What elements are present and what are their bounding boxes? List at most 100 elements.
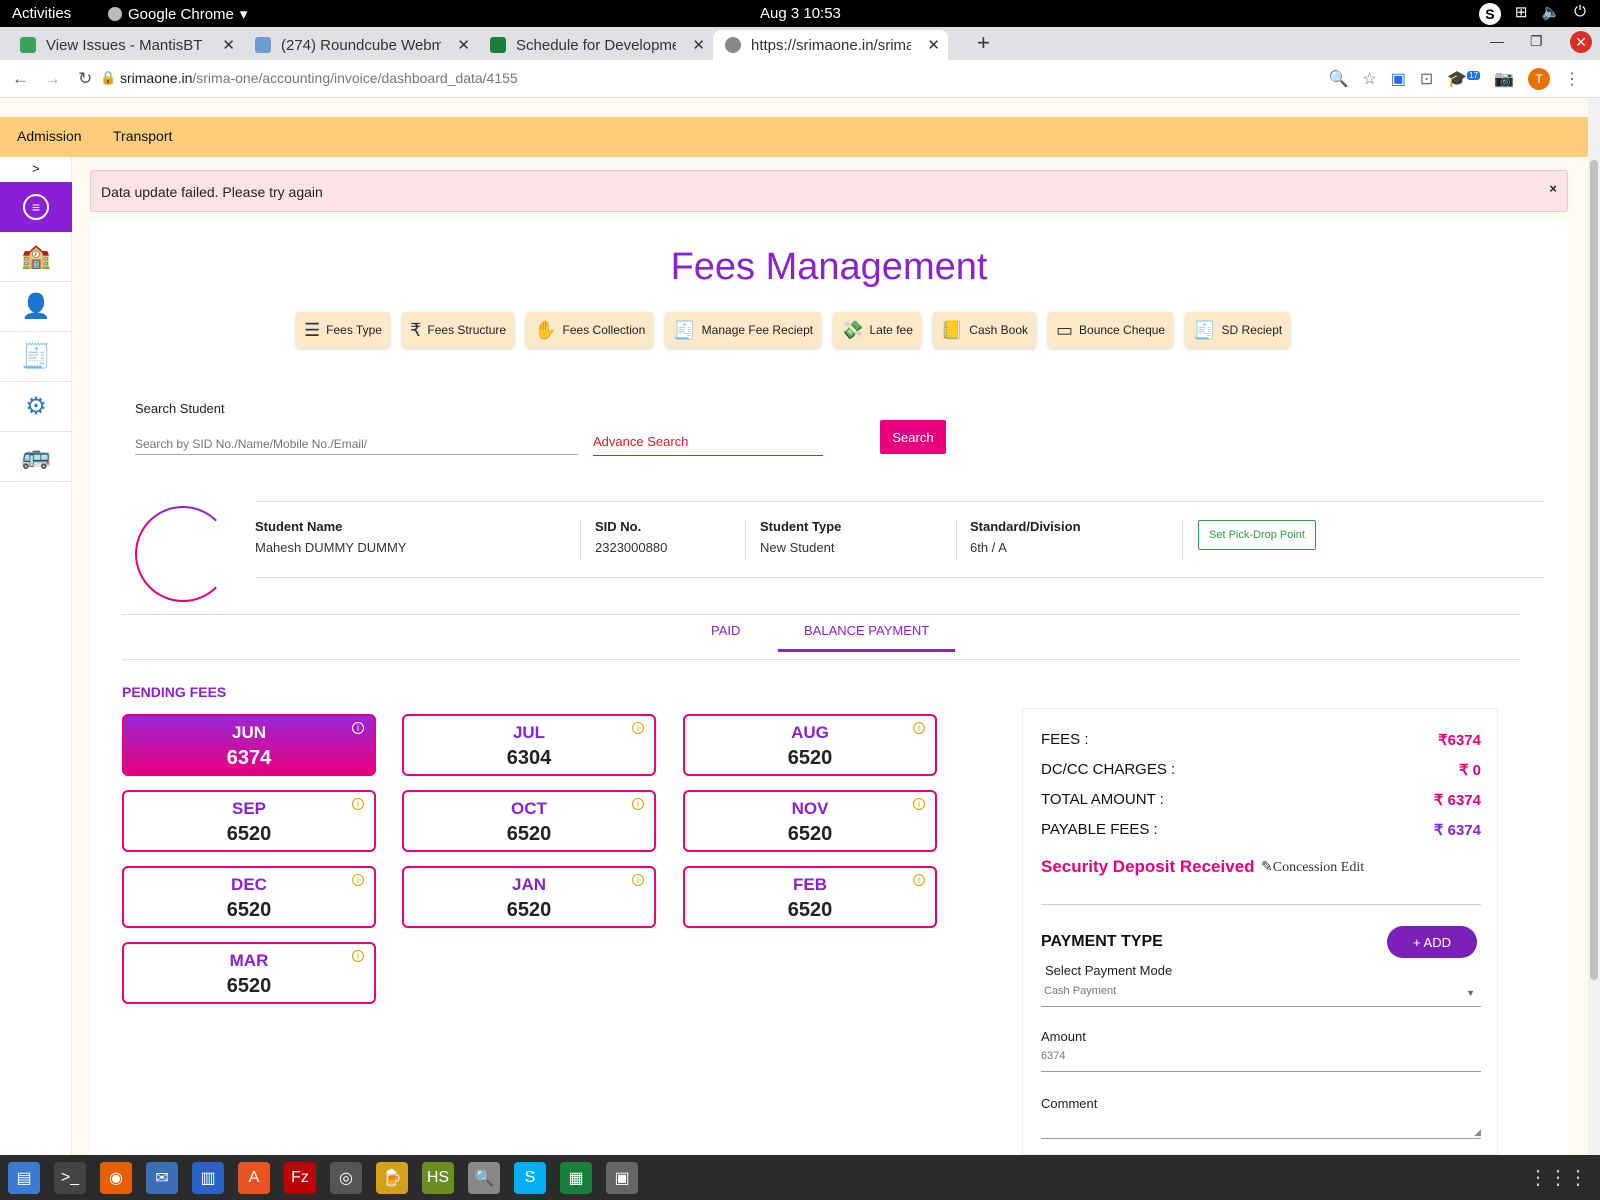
tile-cash-book[interactable]: 📒 Cash Book (932, 312, 1036, 348)
browser-tab-srimaone[interactable]: https://srimaone.in/srima ✕ (713, 30, 948, 60)
month-card-feb[interactable]: FEB 6520 i (683, 866, 937, 928)
url-field[interactable]: srimaone.in/srima-one/accounting/invoice… (120, 70, 518, 86)
screenshot-icon[interactable]: ⊡ (1419, 71, 1434, 88)
amount-input[interactable]: 6374 (1041, 1050, 1481, 1072)
tab-paid[interactable]: PAID (711, 623, 741, 638)
terminal-icon[interactable]: >_ (54, 1161, 86, 1194)
hs-icon[interactable]: HS (422, 1161, 454, 1194)
concession-edit-link[interactable]: ✎Concession Edit (1261, 859, 1364, 876)
close-window-icon[interactable]: ✕ (1570, 31, 1592, 53)
zoom-icon[interactable]: 🔍 (1328, 71, 1349, 88)
thunderbird-icon[interactable]: ✉ (146, 1161, 178, 1194)
sidebar-item-users[interactable]: 👤 (0, 282, 72, 332)
tile-sd-reciept[interactable]: 🧾 SD Reciept (1185, 312, 1291, 348)
sidebar-item-transport[interactable]: 🚌 (0, 432, 72, 482)
month-card-dec[interactable]: DEC 6520 i (122, 866, 376, 928)
info-icon[interactable]: i (352, 950, 364, 962)
info-icon[interactable]: i (352, 722, 364, 734)
scrollbar-thumb[interactable] (1590, 160, 1598, 980)
lock-icon[interactable]: 🔒 (100, 70, 117, 85)
tab-balance-payment[interactable]: BALANCE PAYMENT (778, 623, 956, 652)
close-icon[interactable]: ✕ (457, 37, 470, 54)
month-card-sep[interactable]: SEP 6520 i (122, 790, 376, 852)
back-icon[interactable]: ← (12, 69, 29, 88)
clock[interactable]: Aug 3 10:53 (760, 5, 841, 22)
os-top-bar: Activities Google Chrome ▾ Aug 3 10:53 S … (0, 0, 1600, 27)
files-icon[interactable]: ▤ (8, 1161, 40, 1194)
filezilla-icon[interactable]: Fz (284, 1161, 316, 1194)
search-button[interactable]: Search (880, 420, 946, 454)
extension-icon[interactable]: ▣ (1390, 71, 1406, 88)
tile-bounce-cheque[interactable]: ▭ Bounce Cheque (1048, 312, 1174, 348)
close-icon[interactable]: ✕ (222, 37, 235, 54)
info-icon[interactable]: i (352, 798, 364, 810)
minimize-icon[interactable]: — (1490, 33, 1504, 49)
beer-icon[interactable]: 🍺 (376, 1161, 408, 1194)
month-card-jun[interactable]: JUN 6374 i (122, 714, 376, 776)
chrome-icon[interactable]: ◎ (330, 1161, 362, 1194)
resize-handle-icon[interactable]: ◢ (1474, 1127, 1481, 1137)
info-icon[interactable]: i (632, 874, 644, 886)
comment-textarea[interactable]: ◢ (1041, 1115, 1481, 1139)
month-card-mar[interactable]: MAR 6520 i (122, 942, 376, 1004)
month-card-nov[interactable]: NOV 6520 i (683, 790, 937, 852)
skype-icon[interactable]: S (514, 1161, 546, 1194)
profile-avatar[interactable]: T (1528, 68, 1550, 90)
kebab-menu-icon[interactable]: ⋮ (1564, 71, 1580, 88)
restore-icon[interactable]: ❐ (1530, 33, 1543, 49)
month-card-jul[interactable]: JUL 6304 i (402, 714, 656, 776)
camera-icon[interactable]: 📷 (1494, 71, 1514, 88)
set-pick-drop-button[interactable]: Set Pick-Drop Point (1198, 520, 1316, 550)
system-tray[interactable]: S ⊞ 🔈 ⏻ (1478, 3, 1586, 25)
sidebar-item-fees[interactable]: 🧾 (0, 332, 72, 382)
info-icon[interactable]: i (913, 798, 925, 810)
browser-tab-schedule[interactable]: Schedule for Developmen ✕ (478, 30, 713, 60)
tile-late-fee[interactable]: 💸 Late fee (833, 312, 921, 348)
search-app-icon[interactable]: 🔍 (468, 1161, 500, 1194)
search-input[interactable] (135, 433, 578, 455)
info-icon[interactable]: i (632, 798, 644, 810)
info-icon[interactable]: i (913, 874, 925, 886)
sidebar-item-settings[interactable]: ⚙ (0, 382, 72, 432)
browser-tab-mantis[interactable]: View Issues - MantisBT ✕ (8, 30, 243, 60)
page-scrollbar[interactable] (1588, 98, 1600, 1155)
sidebar-toggle[interactable]: > (32, 161, 40, 176)
tile-manage-fee-reciept[interactable]: 🧾 Manage Fee Reciept (665, 312, 822, 348)
software-center-icon[interactable]: A (238, 1161, 270, 1194)
firefox-icon[interactable]: ◉ (100, 1161, 132, 1194)
app-grid-icon[interactable]: ⋮⋮⋮ (1528, 1167, 1588, 1189)
month-card-jan[interactable]: JAN 6520 i (402, 866, 656, 928)
info-icon[interactable]: i (632, 722, 644, 734)
calc-sheet-icon[interactable]: ▦ (560, 1161, 592, 1194)
sidebar-item-menu[interactable]: ≡ (0, 182, 72, 232)
nav-transport[interactable]: Transport (113, 128, 173, 144)
browser-tab-roundcube[interactable]: (274) Roundcube Webmai ✕ (243, 30, 478, 60)
tile-fees-collection[interactable]: ✋ Fees Collection (526, 312, 654, 348)
bookmark-star-icon[interactable]: ☆ (1362, 71, 1377, 88)
payment-mode-select[interactable]: Cash Payment ▼ (1041, 985, 1481, 1007)
activities-button[interactable]: Activities (12, 5, 72, 22)
nav-admission[interactable]: Admission (17, 128, 82, 144)
info-icon[interactable]: i (913, 722, 925, 734)
reload-icon[interactable]: ↻ (78, 69, 93, 88)
hand-money-icon: ✋ (534, 319, 557, 340)
writer-icon[interactable]: ▥ (192, 1161, 224, 1194)
sidebar-item-school[interactable]: 🏫 (0, 232, 72, 282)
tile-fees-structure[interactable]: ₹ Fees Structure (401, 312, 515, 348)
month-card-aug[interactable]: AUG 6520 i (683, 714, 937, 776)
alert-close-button[interactable]: × (1549, 181, 1557, 196)
add-payment-button[interactable]: + ADD (1387, 926, 1477, 958)
info-icon[interactable]: i (352, 874, 364, 886)
forward-icon[interactable]: → (44, 69, 61, 88)
extension-badge-icon[interactable]: 🎓 17 (1447, 70, 1481, 88)
close-icon[interactable]: ✕ (692, 37, 705, 54)
skype-icon[interactable]: S (1478, 3, 1501, 25)
app-menu[interactable]: Google Chrome ▾ (108, 5, 247, 23)
new-tab-button[interactable]: + (977, 30, 990, 55)
advance-search-link[interactable]: Advance Search (593, 434, 823, 456)
tile-fees-type[interactable]: ☰ Fees Type (296, 312, 390, 348)
close-icon[interactable]: ✕ (927, 37, 940, 54)
taskbar: ▤ >_ ◉ ✉ ▥ A Fz ◎ 🍺 HS 🔍 S ▦ ▣ ⋮⋮⋮ (0, 1155, 1600, 1200)
calculator-icon[interactable]: ▣ (606, 1161, 638, 1194)
month-card-oct[interactable]: OCT 6520 i (402, 790, 656, 852)
